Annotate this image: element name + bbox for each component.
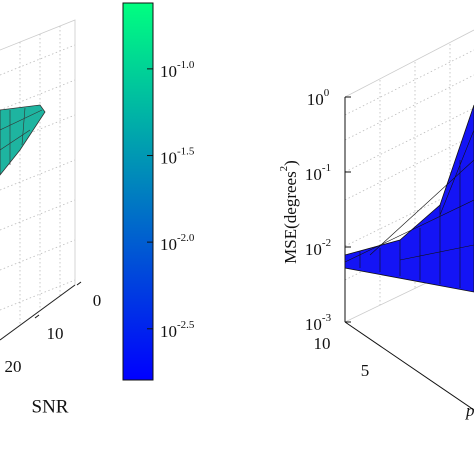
- tick-exponent: -2.5: [177, 318, 195, 330]
- tick-label: 10-3: [305, 312, 332, 334]
- tick-label: 10-2.0: [160, 232, 195, 254]
- colorbar-ticks: 10-1.010-1.510-2.010-2.5: [147, 58, 195, 341]
- tick-exponent: -2: [322, 237, 331, 249]
- tick-label: 10-2: [305, 237, 331, 259]
- tick-base: 10: [160, 62, 177, 81]
- tick-base: 10: [305, 240, 322, 259]
- tick-label: 10-2.5: [160, 318, 195, 340]
- tick-label: 10-1.5: [160, 145, 195, 167]
- tick-exponent: -3: [322, 312, 332, 324]
- tick-label: 100: [307, 87, 330, 109]
- left-plot-walls: [0, 19, 76, 341]
- surface-mesh: [344, 129, 474, 288]
- tick-base: 10: [305, 315, 322, 334]
- tick-base: 10: [160, 235, 177, 254]
- tick-base: 10: [160, 148, 177, 167]
- z-axis-label: MSE(degrees2): [278, 160, 300, 264]
- tick-exponent: 0: [324, 87, 330, 99]
- tick-label: 0: [93, 291, 102, 310]
- tick-base: 10: [160, 322, 177, 341]
- colorbar: [122, 2, 154, 381]
- tick-base: 10: [307, 90, 324, 109]
- tick-label: 10-1.0: [160, 58, 195, 80]
- tick-label: 5: [361, 361, 370, 380]
- tick-label: 10: [47, 324, 64, 343]
- tick-exponent: -1.5: [177, 145, 195, 157]
- surface: [344, 104, 474, 293]
- left-ticks: 0 10 20: [5, 281, 102, 376]
- tick-label: 10: [314, 334, 331, 353]
- x-axis-label: p: [465, 401, 474, 420]
- tick-mark: [34, 314, 40, 319]
- tick-label: 10-1: [305, 162, 331, 184]
- tick-label: 20: [5, 357, 22, 376]
- tick-exponent: -2.0: [177, 232, 195, 244]
- tick-base: 10: [305, 165, 322, 184]
- x-axis-label: SNR: [32, 396, 69, 417]
- tick-exponent: -1: [322, 162, 331, 174]
- tick-exponent: -1.0: [177, 58, 195, 70]
- tick-mark: [76, 281, 82, 286]
